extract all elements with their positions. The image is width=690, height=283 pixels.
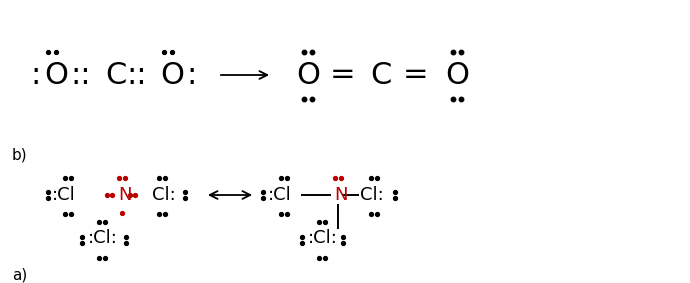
Text: O: O	[296, 61, 320, 89]
Text: O: O	[445, 61, 469, 89]
Text: Cl:: Cl:	[152, 186, 176, 204]
Text: ::: ::	[126, 61, 146, 89]
Text: :Cl:: :Cl:	[308, 229, 338, 247]
Text: =: =	[403, 61, 428, 89]
Text: =: =	[330, 61, 355, 89]
Text: C: C	[370, 61, 391, 89]
Text: N: N	[334, 186, 348, 204]
Text: O: O	[160, 61, 184, 89]
Text: :: :	[30, 61, 40, 89]
Text: ::: ::	[70, 61, 90, 89]
Text: Cl:: Cl:	[360, 186, 384, 204]
Text: N: N	[118, 186, 132, 204]
Text: :Cl:: :Cl:	[88, 229, 118, 247]
Text: C: C	[105, 61, 126, 89]
Text: b): b)	[12, 148, 28, 163]
Text: a): a)	[12, 268, 27, 283]
Text: :Cl: :Cl	[268, 186, 292, 204]
Text: O: O	[44, 61, 68, 89]
Text: :Cl: :Cl	[52, 186, 76, 204]
Text: :: :	[186, 61, 196, 89]
